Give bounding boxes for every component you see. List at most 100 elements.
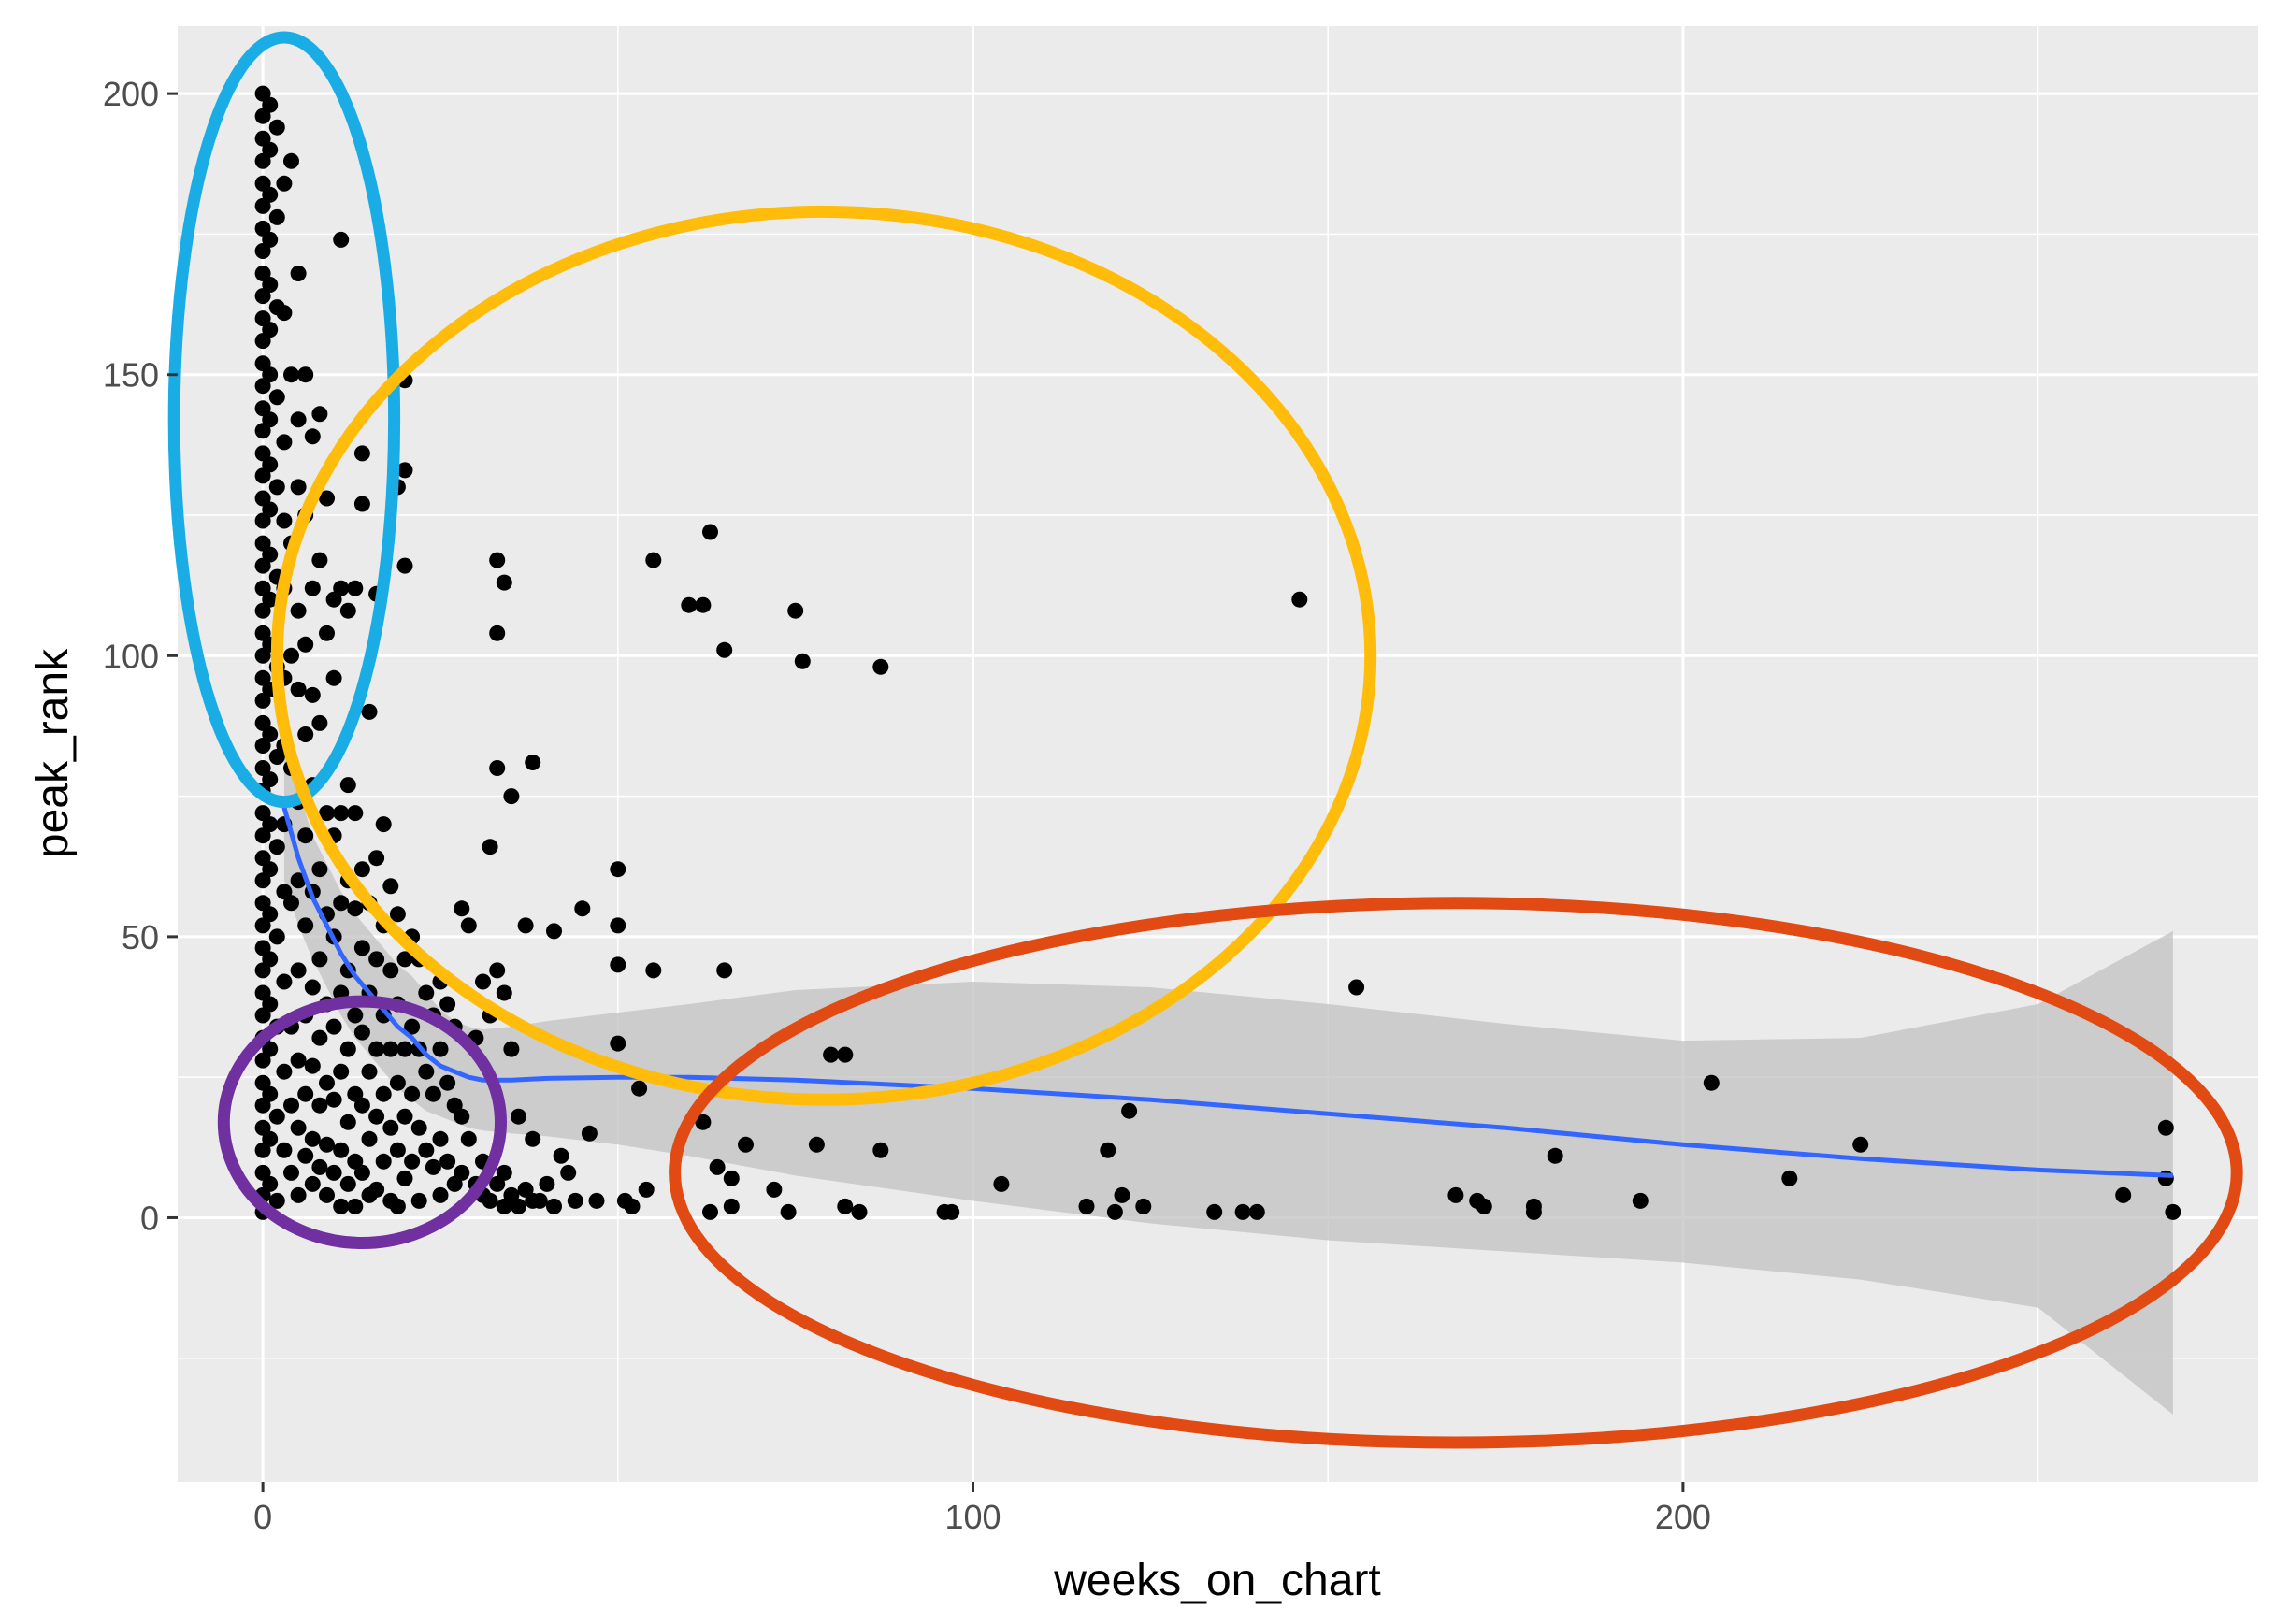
x-axis-title: weeks_on_chart [1053, 1556, 1381, 1605]
y-tick-label: 200 [103, 75, 159, 113]
data-point [375, 1085, 392, 1102]
points [254, 85, 2181, 1220]
data-point [645, 962, 662, 979]
data-point [319, 1074, 335, 1091]
data-point [290, 411, 307, 428]
data-point [262, 322, 279, 338]
data-point [304, 686, 321, 703]
data-point [262, 726, 279, 742]
data-point [254, 197, 271, 214]
data-point [695, 1114, 712, 1130]
data-point [439, 1153, 456, 1170]
data-point [262, 591, 279, 608]
data-point [276, 1063, 293, 1080]
data-point [304, 1057, 321, 1074]
data-point [262, 861, 279, 878]
data-point [347, 1007, 364, 1024]
data-point [311, 714, 328, 731]
data-point [262, 906, 279, 923]
data-point [716, 962, 733, 979]
data-point [353, 861, 370, 878]
data-point [339, 1114, 356, 1130]
data-point [872, 658, 889, 675]
data-point [567, 1192, 583, 1209]
data-point [319, 805, 335, 822]
data-point [2157, 1119, 2174, 1136]
data-point [311, 861, 328, 878]
data-point [432, 1130, 449, 1147]
data-point [268, 1108, 285, 1125]
data-point [297, 636, 314, 653]
data-point [290, 1119, 307, 1136]
data-point [993, 1175, 1010, 1192]
data-point [333, 805, 350, 822]
data-point [1234, 1203, 1251, 1220]
y-tick-label: 100 [103, 637, 159, 675]
data-point [418, 1142, 435, 1158]
data-point [1525, 1203, 1542, 1220]
data-point [311, 1158, 328, 1175]
y-tick-label: 50 [122, 918, 159, 956]
data-point [389, 906, 406, 923]
data-point [339, 777, 356, 794]
data-point [276, 1142, 293, 1158]
data-point [268, 928, 285, 945]
data-point [1135, 1198, 1152, 1214]
data-point [1248, 1203, 1265, 1220]
data-point [297, 366, 314, 383]
data-point [489, 552, 506, 568]
data-point [333, 231, 350, 248]
data-point [1106, 1203, 1123, 1220]
data-point [1852, 1136, 1869, 1153]
data-point [503, 788, 520, 805]
data-point [254, 669, 271, 686]
data-point [709, 1158, 726, 1175]
data-point [404, 1018, 421, 1035]
data-point [262, 816, 279, 833]
data-point [503, 1041, 520, 1057]
data-point [254, 288, 271, 305]
data-point [333, 580, 350, 596]
data-point [262, 501, 279, 518]
data-point [525, 755, 541, 770]
data-point [361, 1130, 378, 1147]
data-point [454, 1108, 470, 1125]
data-point [1632, 1192, 1649, 1209]
data-point [347, 1153, 364, 1170]
data-point [353, 940, 370, 956]
data-point [347, 580, 364, 596]
data-point [283, 895, 299, 912]
x-tick-label: 0 [253, 1498, 272, 1536]
data-point [262, 186, 279, 203]
data-point [872, 1142, 889, 1158]
data-point [389, 1198, 406, 1214]
data-point [588, 1192, 605, 1209]
data-point [283, 366, 299, 383]
data-point [808, 1136, 825, 1153]
data-point [460, 1130, 477, 1147]
x-tick-label: 100 [944, 1498, 1001, 1536]
data-point [368, 1181, 385, 1198]
data-point [353, 445, 370, 462]
data-point [1100, 1142, 1116, 1158]
data-point [311, 406, 328, 423]
data-point [553, 1147, 569, 1164]
data-point [410, 1119, 427, 1136]
data-point [382, 962, 399, 979]
data-point [702, 1203, 718, 1220]
data-point [560, 1164, 577, 1181]
data-point [297, 1085, 314, 1102]
data-point [262, 951, 279, 968]
data-point [780, 1203, 797, 1220]
data-point [418, 984, 435, 1001]
data-point [319, 1136, 335, 1153]
data-point [254, 714, 271, 731]
data-point [482, 839, 498, 855]
data-point [283, 1097, 299, 1114]
data-point [268, 119, 285, 136]
data-point [262, 456, 279, 473]
data-point [262, 141, 279, 158]
data-point [254, 130, 271, 147]
data-point [2165, 1203, 2181, 1220]
data-point [610, 917, 626, 934]
